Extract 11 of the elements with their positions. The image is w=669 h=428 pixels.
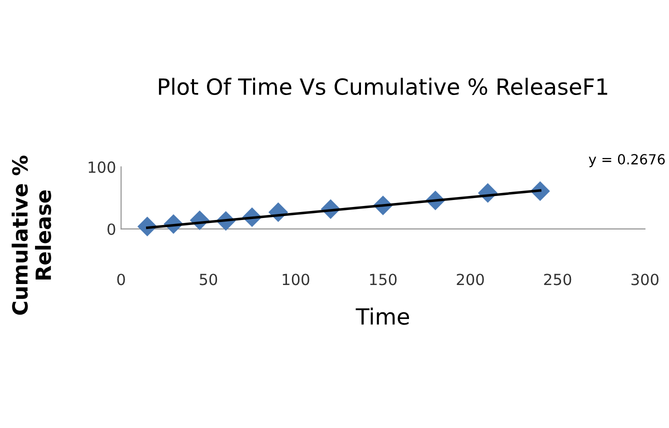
x-tick-label: 250 — [544, 274, 572, 286]
x-tick-label: 200 — [456, 274, 484, 286]
annotation: y = 0.2676 — [588, 154, 665, 168]
x-tick-label: 150 — [370, 274, 397, 286]
x-tick-label: 300 — [632, 274, 658, 286]
x-tick-label: 50 — [200, 274, 218, 286]
y-axis-title: Cumulative % Release — [12, 156, 52, 315]
x-axis-title: Time — [356, 308, 410, 325]
x-tick-label: 100 — [282, 274, 310, 286]
x-tick-label: 0 — [117, 274, 125, 286]
chart-title: Plot Of Time Vs Cumulative % ReleaseF1 — [158, 78, 608, 96]
